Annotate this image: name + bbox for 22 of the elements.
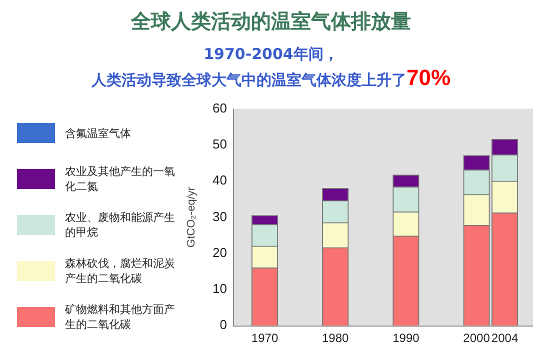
legend-label: 农业、废物和能源产生的甲烷 (65, 210, 176, 240)
y-axis-title: GtCO₂-eq/yr (186, 186, 198, 248)
x-tick-label: 2000 (463, 331, 490, 346)
x-tick-label: 1990 (392, 331, 420, 346)
x-tick-label: 1980 (322, 331, 350, 346)
y-tick-label: 30 (212, 208, 227, 224)
text: 人类活动导致全球大气中的温室气体浓度上升了 (91, 71, 406, 89)
legend-label: 含氟温室气体 (65, 126, 132, 140)
y-tick-label: 10 (212, 281, 227, 296)
text: 70% (406, 65, 451, 90)
y-tick-label: 60 (212, 100, 227, 116)
y-tick-label: 20 (212, 244, 227, 260)
legend-label: 农业及其他产生的一氧化二氮 (65, 164, 176, 194)
chart-subtitle: 1970-2004年间， (204, 45, 338, 63)
chart-title: 全球人类活动的温室气体排放量 (130, 8, 412, 35)
y-tick-label: 0 (220, 317, 227, 332)
x-tick-label: 1970 (251, 331, 278, 346)
legend-label: 森林砍伐，腐烂和泥炭产生的二氧化碳 (65, 256, 176, 286)
legend-label: 矿物燃料和其他方面产生的二氧化碳 (65, 302, 176, 332)
y-tick-label: 50 (212, 136, 227, 152)
y-tick-label: 40 (212, 172, 227, 188)
x-tick-label: 2004 (491, 331, 518, 346)
